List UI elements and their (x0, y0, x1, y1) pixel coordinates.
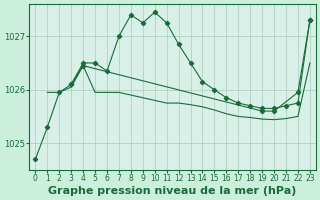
X-axis label: Graphe pression niveau de la mer (hPa): Graphe pression niveau de la mer (hPa) (48, 186, 297, 196)
